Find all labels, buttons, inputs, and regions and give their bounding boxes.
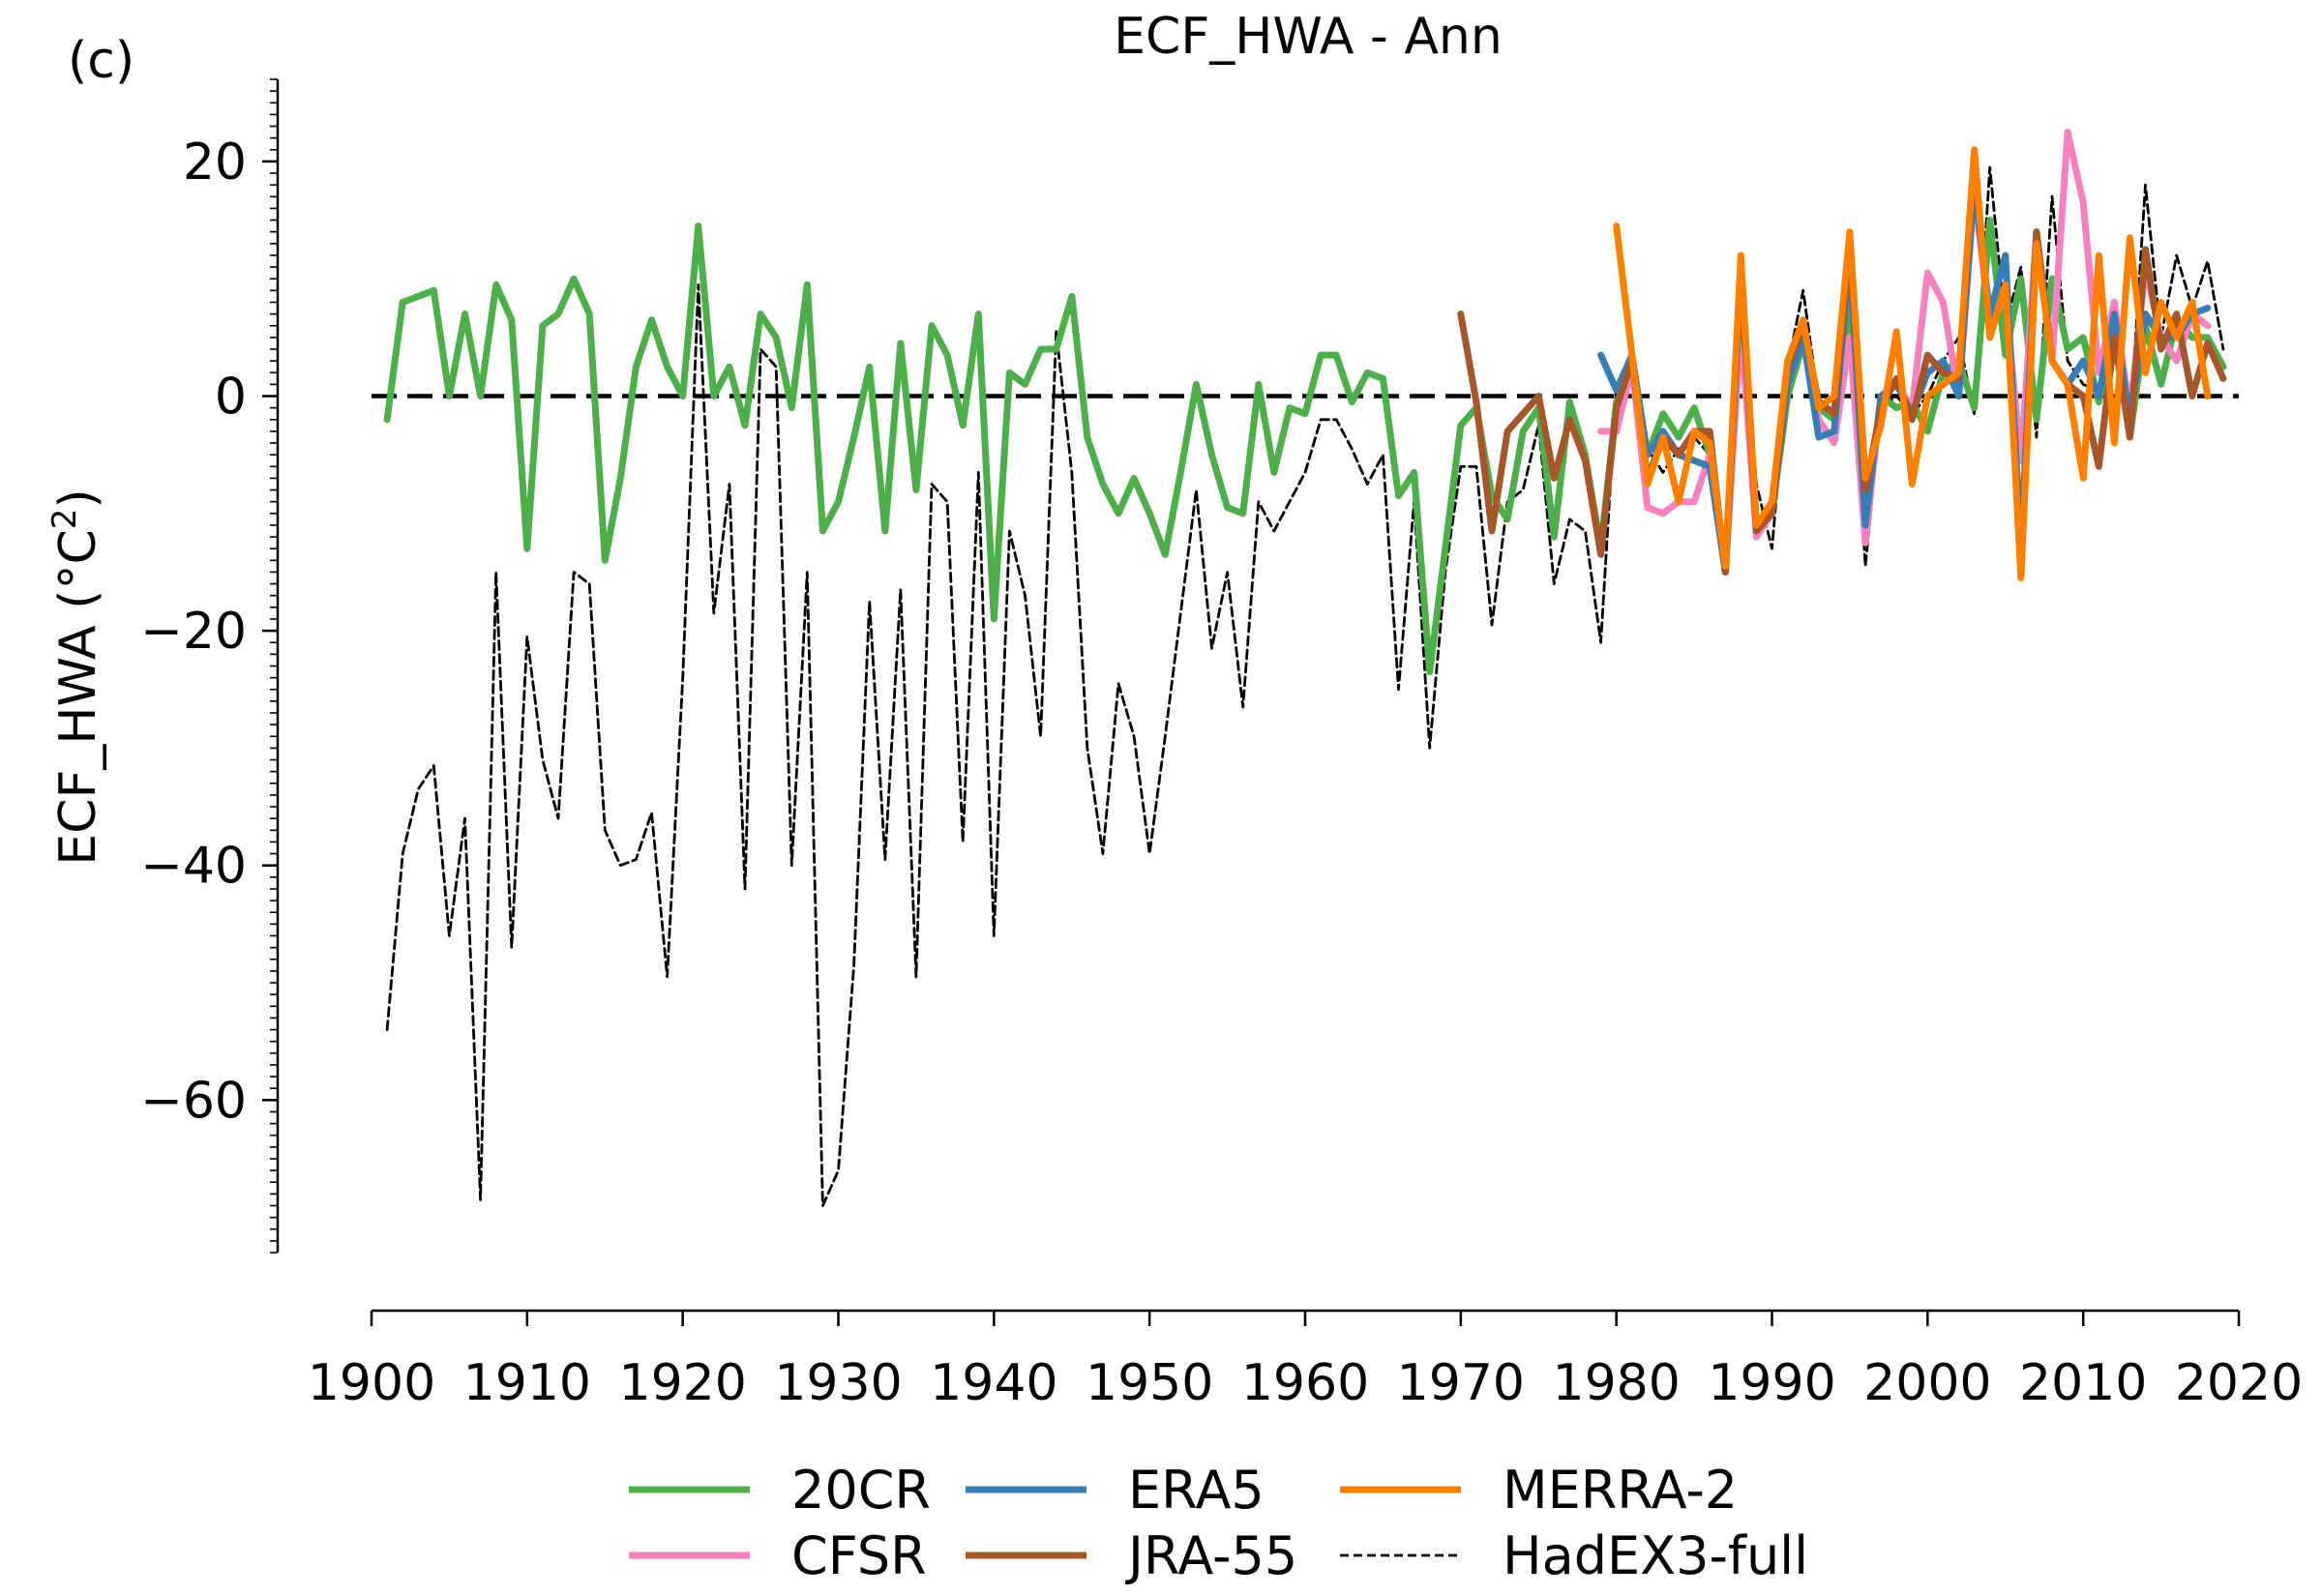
chart-title: ECF_HWA - Ann	[1114, 8, 1503, 66]
x-tick-label: 1970	[1397, 1354, 1525, 1412]
y-tick-label: −60	[140, 1072, 247, 1130]
x-tick-label: 2010	[2019, 1354, 2147, 1412]
x-tick-label: 1980	[1552, 1354, 1680, 1412]
y-tick-label: 0	[215, 369, 247, 427]
series-line-20cr	[383, 217, 2227, 676]
y-axis-label: ECF_HWA (°C2)	[45, 488, 107, 865]
y-tick-label: −40	[140, 838, 247, 896]
axes: 20 0 −20 −40 −60 1900 1910 1920 1930 1940 1950 1960…	[140, 78, 2303, 1412]
series-line-merra-2	[1613, 146, 2212, 581]
x-tick-label: 1950	[1086, 1354, 1213, 1412]
legend-label-era5: ERA5	[1128, 1460, 1265, 1521]
x-tick-label: 2020	[2175, 1354, 2303, 1412]
x-tick-label: 1910	[463, 1354, 591, 1412]
x-tick-label: 1990	[1708, 1354, 1835, 1412]
y-axis-label-sup: 2	[45, 509, 84, 530]
y-tick-label: 20	[183, 133, 247, 192]
legend-label-20cr: 20CR	[791, 1460, 931, 1521]
y-axis-label-close: )	[49, 488, 107, 508]
legend-label-jra-55: JRA-55	[1125, 1525, 1297, 1586]
x-tick-label: 1930	[774, 1354, 902, 1412]
y-tick-label: −20	[140, 603, 247, 661]
legend-label-cfsr: CFSR	[791, 1525, 927, 1586]
x-tick-label: 1960	[1241, 1354, 1369, 1412]
x-tick-label: 1920	[618, 1354, 746, 1412]
panel-label: (c)	[68, 32, 134, 90]
x-tick-label: 2000	[1863, 1354, 1991, 1412]
legend-label-merra-2: MERRA-2	[1503, 1460, 1738, 1521]
y-axis-label-main: ECF_HWA (°C	[49, 529, 107, 865]
x-tick-label: 1900	[308, 1354, 435, 1412]
x-tick-label: 1940	[930, 1354, 1057, 1412]
plot-area	[372, 129, 2239, 1207]
legend-label-hadex3-full: HadEX3-full	[1503, 1525, 1808, 1586]
